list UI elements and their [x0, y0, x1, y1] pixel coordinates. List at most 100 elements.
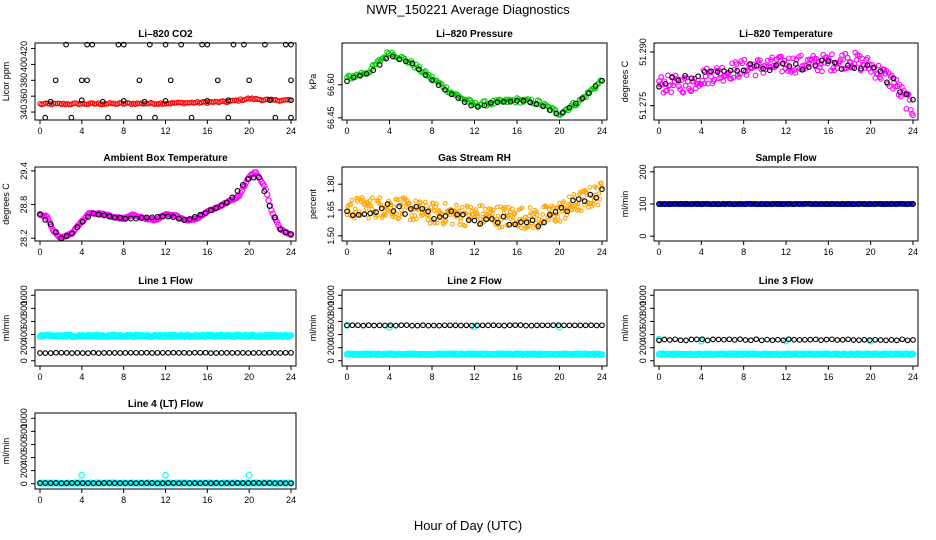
data-point [213, 350, 220, 356]
data-point [262, 41, 268, 48]
data-point [683, 337, 689, 344]
data-point [742, 201, 749, 207]
data-point [785, 336, 792, 343]
data-point [506, 221, 513, 228]
data-point [186, 216, 193, 223]
data-point [730, 74, 737, 81]
x-tick-label: 0 [344, 247, 349, 257]
data-point [277, 350, 284, 356]
y-tick-label: 360 [19, 89, 29, 104]
data-point [704, 337, 711, 344]
data-point [858, 65, 864, 72]
data-point [583, 189, 589, 195]
y-tick-label: 1000 [326, 285, 336, 305]
data-point [704, 201, 711, 207]
x-tick-label: 4 [79, 495, 84, 505]
data-point [594, 185, 599, 191]
y-tick-label: 200 [638, 340, 648, 355]
data-point [416, 66, 422, 73]
data-point [407, 201, 412, 206]
x-tick-label: 16 [512, 247, 522, 257]
data-point [769, 337, 776, 344]
x-tick-label: 4 [79, 247, 84, 257]
y-tick-label: 380 [19, 73, 29, 88]
data-point [106, 350, 113, 356]
data-point [540, 212, 546, 217]
data-point [903, 105, 910, 112]
data-point [490, 211, 495, 217]
data-point [363, 70, 370, 77]
data-point [834, 337, 841, 343]
data-point [359, 195, 365, 200]
data-point [861, 201, 868, 207]
data-point [861, 336, 868, 343]
data-point [829, 51, 835, 58]
data-point [490, 322, 497, 329]
data-point [658, 74, 665, 80]
data-point [382, 322, 388, 329]
data-point [357, 72, 363, 79]
x-tick-label: 4 [699, 247, 704, 257]
data-point [781, 57, 788, 64]
series-red-1 [37, 95, 294, 108]
data-point [95, 211, 102, 218]
data-point [805, 64, 812, 70]
data-point [78, 97, 85, 104]
chart-title: Ambient Box Temperature [103, 153, 228, 164]
series-black-2 [37, 349, 294, 356]
x-tick-label: 24 [286, 495, 296, 505]
data-point [495, 213, 501, 219]
data-point [474, 104, 481, 110]
data-point [214, 77, 221, 84]
data-point [471, 214, 477, 220]
data-point [564, 208, 571, 215]
x-tick-label: 8 [429, 372, 434, 382]
data-point [883, 201, 889, 207]
data-point [53, 480, 59, 486]
data-point [708, 68, 714, 75]
x-tick-label: 8 [741, 126, 746, 136]
data-point [583, 94, 589, 101]
data-point [239, 181, 246, 188]
data-point [517, 322, 524, 328]
data-point [167, 77, 174, 84]
data-point [656, 83, 662, 90]
data-point [747, 61, 754, 67]
data-point [127, 349, 134, 356]
y-tick-label: 0 [638, 358, 648, 363]
data-point [463, 322, 470, 329]
data-point [599, 77, 605, 84]
data-point [213, 480, 220, 486]
data-point [829, 201, 835, 207]
data-point [435, 82, 442, 88]
data-point [165, 350, 172, 356]
data-point [396, 215, 402, 221]
chart-panel-6: Sample Flow ml/min 0 4 8 12 16 20 24 0 100 200 [620, 153, 919, 257]
data-point [430, 322, 437, 329]
data-point [79, 350, 86, 356]
data-point [170, 349, 177, 356]
data-point [367, 198, 373, 203]
data-point [831, 59, 838, 66]
y-axis-label: ml/min [620, 191, 630, 218]
data-point [370, 195, 375, 201]
x-tick-label: 24 [908, 372, 918, 382]
data-point [721, 201, 727, 207]
data-point [245, 176, 252, 183]
data-point [599, 186, 605, 193]
data-point [842, 50, 849, 57]
x-tick-label: 24 [286, 247, 296, 257]
data-point [791, 336, 797, 343]
data-point [191, 214, 198, 220]
data-point [500, 213, 507, 220]
data-point [288, 41, 294, 48]
x-tick-label: 20 [554, 247, 564, 257]
data-point [101, 480, 107, 486]
data-point [176, 480, 182, 487]
data-point [888, 201, 895, 207]
x-tick-label: 12 [160, 372, 170, 382]
data-point [753, 201, 760, 207]
data-point [409, 322, 415, 329]
chart-title: Line 4 (LT) Flow [128, 399, 204, 410]
data-point [52, 77, 59, 84]
